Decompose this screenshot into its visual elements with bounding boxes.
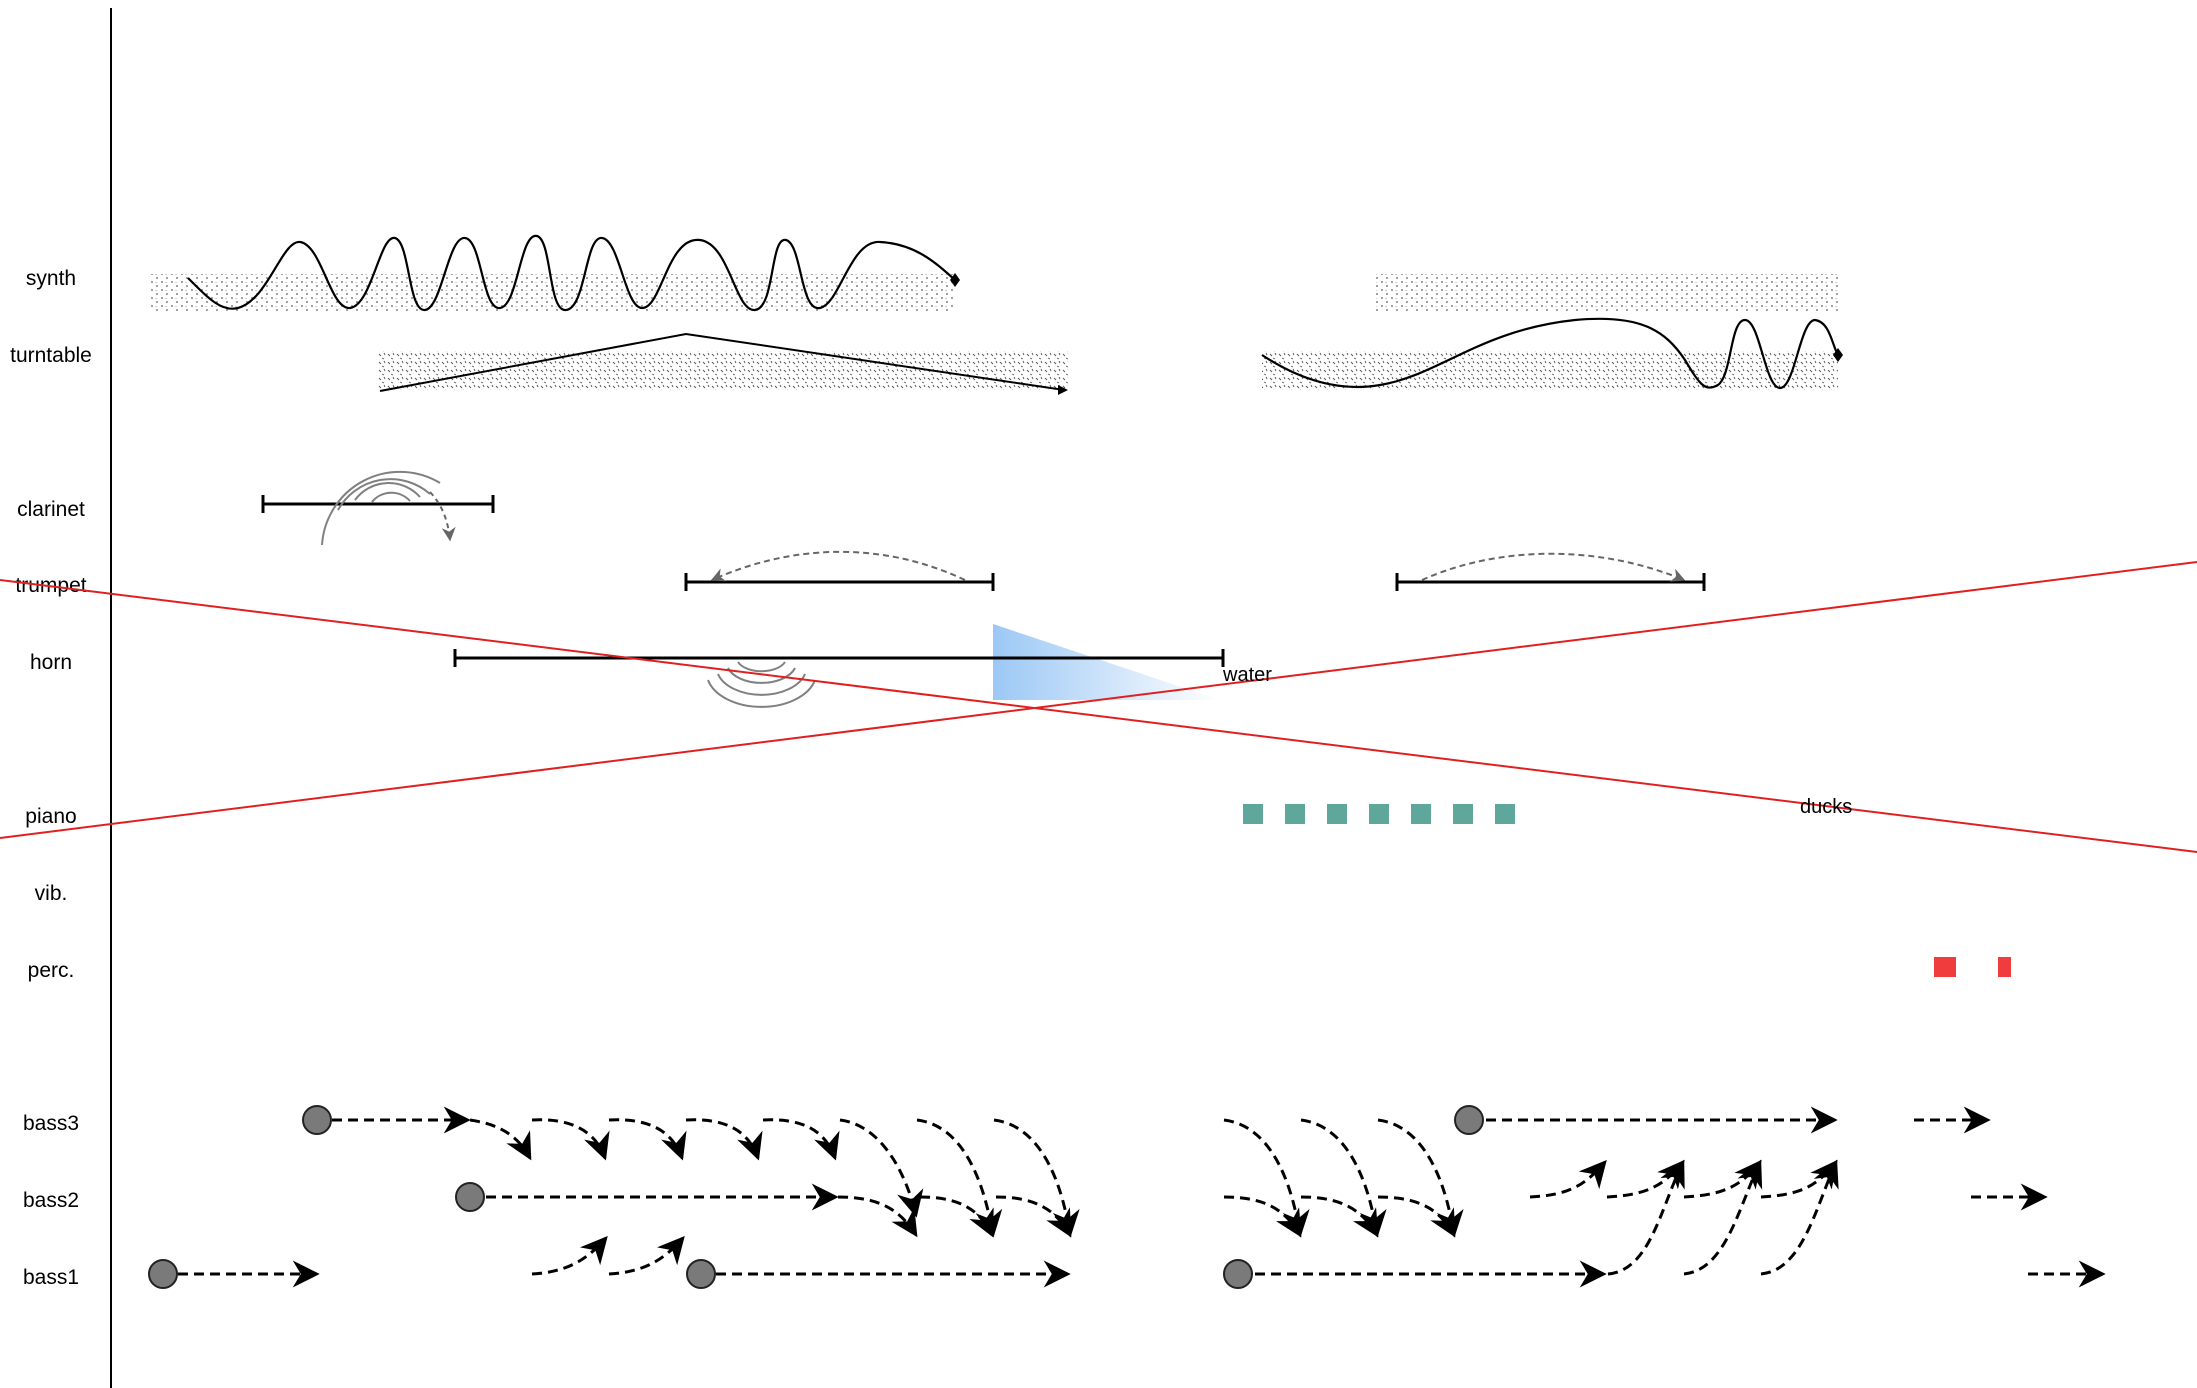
- label-perc: perc.: [28, 959, 75, 982]
- label-bass2: bass2: [23, 1189, 79, 1212]
- red-line-ascending: [0, 561, 2197, 839]
- filled-circle-node-icon: [686, 1259, 716, 1289]
- bass-nodes: [148, 1105, 1484, 1289]
- dashed-arrow-icon: [1529, 1159, 1607, 1199]
- dashed-arrow-icon: [469, 1118, 532, 1161]
- dashed-arrow-icon: [1683, 1159, 1763, 1276]
- dashed-arrow-icon: [608, 1235, 685, 1276]
- turntable-texture-left: [378, 351, 1068, 390]
- label-horn: horn: [30, 651, 72, 674]
- label-clarinet: clarinet: [17, 498, 85, 521]
- instrument-labels: synth turntable clarinet trumpet horn pi…: [10, 267, 92, 1289]
- curved-arrow-icon: [710, 550, 966, 582]
- piano-block: [1453, 804, 1473, 824]
- label-bass3: bass3: [23, 1112, 79, 1135]
- piano-block: [1369, 804, 1389, 824]
- dashed-arrow-icon: [919, 1195, 994, 1238]
- bass-section: [178, 1106, 2106, 1288]
- filled-circle-node-icon: [302, 1105, 332, 1135]
- label-piano: piano: [25, 805, 76, 828]
- perc-block: [1934, 957, 1956, 977]
- label-turntable: turntable: [10, 344, 92, 367]
- water-wedge-icon: [993, 624, 1220, 700]
- red-crossing-lines: [0, 561, 2197, 853]
- dashed-arrow-icon: [762, 1118, 840, 1161]
- synth-waveform-left: [187, 234, 956, 312]
- dashed-arrow-icon: [1223, 1195, 1302, 1238]
- dashed-arrow-icon: [608, 1118, 687, 1161]
- clarinet-row: [261, 470, 495, 546]
- turntable-texture-right: [1262, 351, 1838, 390]
- filled-circle-node-icon: [1223, 1259, 1253, 1289]
- label-synth: synth: [26, 267, 76, 290]
- synth-texture-left: [148, 274, 955, 313]
- piano-block: [1243, 804, 1263, 824]
- turntable-contour-left: [379, 332, 1065, 392]
- filled-circle-node-icon: [1454, 1105, 1484, 1135]
- synth-row: [148, 234, 1838, 313]
- dashed-arrow-icon: [1760, 1159, 1838, 1199]
- turntable-waveform-right: [1261, 317, 1839, 390]
- perc-row: [1934, 957, 2011, 977]
- dashed-arrow-icon: [531, 1235, 608, 1276]
- trumpet-row: [684, 550, 1706, 591]
- turntable-end-marker-left: [1058, 385, 1068, 395]
- piano-block: [1327, 804, 1347, 824]
- label-bass1: bass1: [23, 1266, 79, 1289]
- synth-texture-right: [1376, 274, 1838, 313]
- perc-block: [1998, 957, 2011, 977]
- dashed-arrow-icon: [995, 1195, 1072, 1238]
- piano-block: [1285, 804, 1305, 824]
- curved-arrow-icon: [1421, 552, 1686, 582]
- piano-block: [1495, 804, 1515, 824]
- dashed-arrow-icon: [1683, 1159, 1762, 1199]
- dashed-arrow-icon: [1760, 1159, 1839, 1276]
- filled-circle-node-icon: [455, 1182, 485, 1212]
- piano-row: [1243, 804, 1515, 824]
- synth-end-marker: [950, 273, 960, 287]
- turntable-row: [378, 317, 1843, 395]
- annotation-ducks: ducks: [1800, 796, 1852, 818]
- dashed-arrow-icon: [1606, 1159, 1685, 1199]
- curved-arrow-icon: [429, 491, 456, 542]
- filled-circle-node-icon: [148, 1259, 178, 1289]
- label-vib: vib.: [35, 882, 68, 905]
- dashed-arrow-icon: [1607, 1159, 1685, 1276]
- dashed-arrow-icon: [1377, 1195, 1456, 1238]
- dashed-arrow-icon: [839, 1118, 924, 1218]
- concentric-arcs-icon: [321, 470, 441, 546]
- dashed-arrow-icon: [1300, 1195, 1379, 1238]
- piano-block: [1411, 804, 1431, 824]
- red-line-descending: [0, 579, 2197, 853]
- turntable-end-marker-right: [1833, 348, 1843, 362]
- dashed-arrow-icon: [531, 1118, 610, 1161]
- annotation-water: water: [1222, 664, 1272, 686]
- horn-row: [453, 624, 1225, 708]
- dashed-arrow-icon: [685, 1118, 763, 1161]
- concentric-arcs-icon: [707, 661, 816, 708]
- dashed-arrow-icon: [837, 1195, 918, 1238]
